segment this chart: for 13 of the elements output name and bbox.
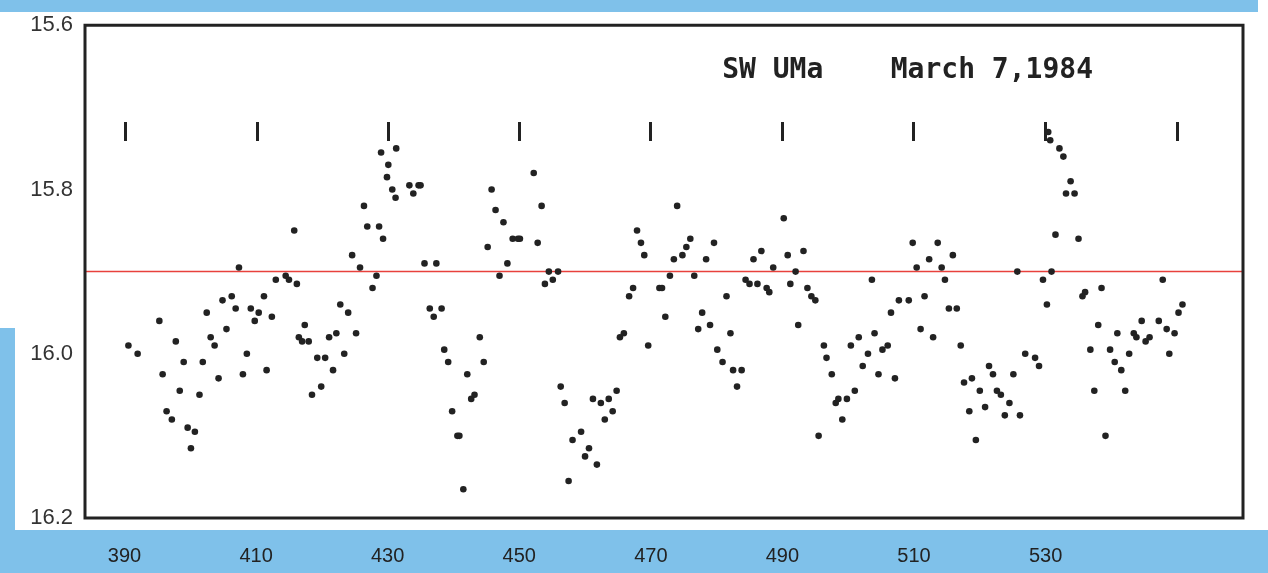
x-tick-label: 530: [1028, 543, 1063, 566]
y-tick-label: 15.8: [30, 175, 73, 201]
x-tick-label: 430: [370, 543, 405, 566]
x-tick-label: 510: [897, 543, 931, 566]
x-tick-label: 490: [765, 543, 800, 566]
text: SW UMa March 7,1984: [722, 52, 1093, 86]
x-tick-label: 450: [502, 543, 536, 566]
y-tick-label: 16.0: [30, 339, 73, 365]
x-tick-label: 390: [107, 543, 142, 566]
y-tick-label: 16.2: [30, 504, 73, 530]
x-tick-label: 470: [634, 543, 668, 566]
y-tick-label: 15.6: [30, 11, 73, 37]
x-tick-label: 410: [239, 543, 273, 566]
